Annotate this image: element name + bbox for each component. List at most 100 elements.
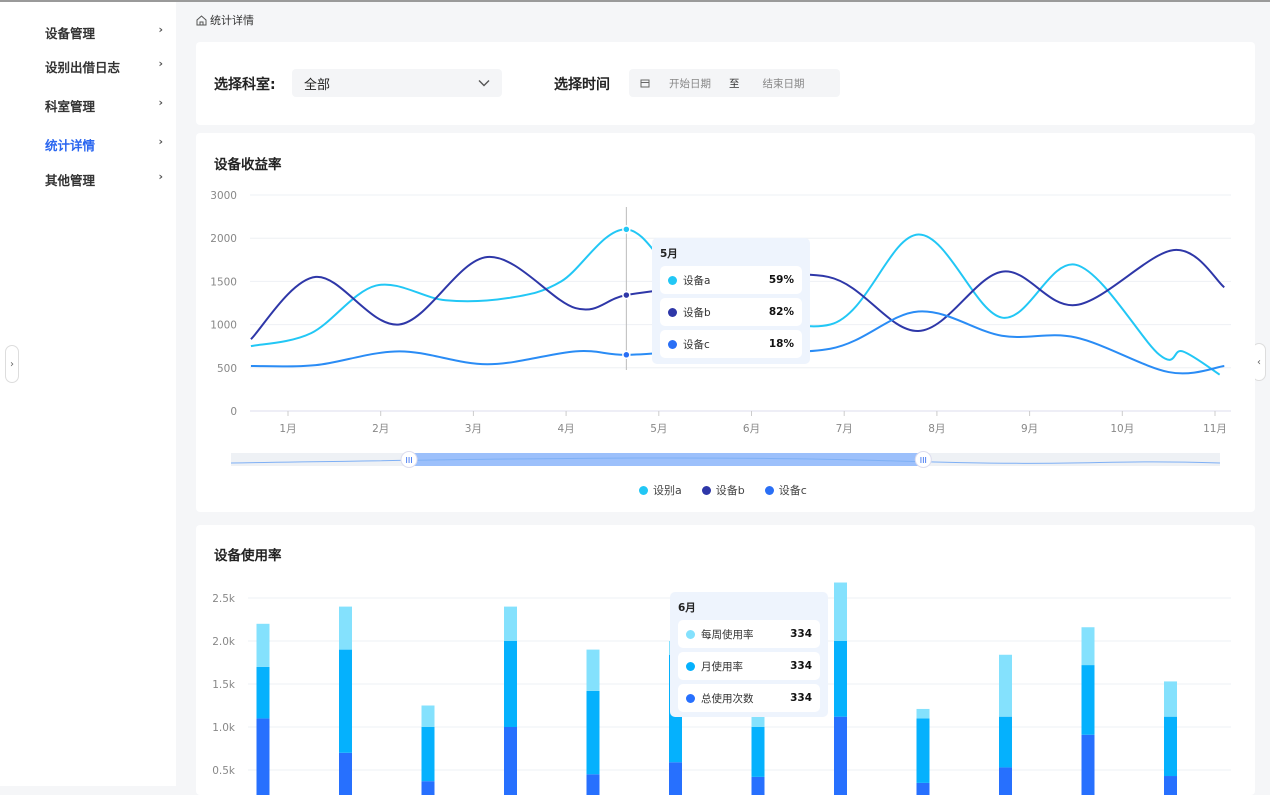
tooltip-row: 总使用次数 334 — [678, 684, 820, 712]
sidebar-expand-button[interactable]: › — [5, 345, 19, 383]
x-tick-label: 3月 — [465, 423, 482, 435]
x-tick-label: 5月 — [650, 423, 667, 435]
breadcrumb: 统计详情 — [196, 12, 254, 28]
y-tick-label: 3000 — [210, 190, 237, 202]
bar-segment — [339, 752, 352, 795]
chevron-down-icon — [478, 80, 490, 87]
bar-segment — [421, 705, 435, 727]
y-tick-label: 500 — [217, 363, 237, 375]
bar-segment — [586, 774, 600, 795]
start-date-input[interactable]: 开始日期 — [669, 77, 711, 90]
bar-segment — [339, 606, 352, 650]
tooltip-row-name: 每周使用率 — [701, 628, 754, 641]
tooltip-row: 设备c 18% — [660, 330, 802, 358]
y-tick-label: 0 — [230, 406, 237, 418]
bar-segment — [339, 649, 352, 753]
legend-item-b[interactable]: 设备b — [701, 482, 745, 498]
datazoom-handle-knob — [914, 451, 932, 468]
legend-label: 设别a — [653, 484, 682, 497]
department-select-value: 全部 — [304, 77, 331, 93]
hover-point — [622, 225, 631, 234]
chart-legend: 设别a 设备b 设备c — [639, 482, 807, 498]
filter-panel: 选择科室: 全部 选择时间 开始日期 至 结束日期 — [196, 42, 1255, 125]
usage-chart-title: 设备使用率 — [214, 548, 282, 564]
sidebar-item-other-management[interactable]: 其他管理 › — [45, 170, 163, 189]
sidebar: 设备管理 › 设别出借日志 › 科室管理 › 统计详情 › 其他管理 › — [0, 2, 176, 786]
series-dot — [668, 307, 677, 317]
tooltip-row-value: 334 — [790, 692, 812, 704]
series-dot — [686, 693, 695, 703]
bar-segment — [256, 666, 270, 719]
bar-segment — [504, 606, 517, 641]
revenue-chart-title: 设备收益率 — [214, 157, 282, 173]
hover-point — [622, 350, 631, 360]
y-tick-label: 2.0k — [212, 636, 236, 648]
right-panel-toggle-button[interactable]: ‹ — [1252, 343, 1266, 381]
tooltip-row-name: 设备b — [683, 306, 711, 319]
tooltip-row-value: 334 — [790, 628, 812, 640]
grip-icon: III — [920, 456, 927, 465]
sidebar-item-label: 科室管理 — [45, 99, 96, 114]
bar-segment — [1164, 681, 1177, 717]
revenue-chart-card: 设备收益率 0 500 1000 1500 2000 3000 1月 2月 3月 4月 5月 6月 7月… — [196, 133, 1255, 512]
bar-segment — [504, 641, 517, 727]
bar-segment — [834, 582, 847, 641]
bar-segment — [421, 781, 435, 795]
date-range-picker[interactable]: 开始日期 至 结束日期 — [629, 69, 840, 97]
x-tick-label: 1月 — [279, 423, 296, 435]
department-label: 选择科室: — [214, 77, 276, 93]
sidebar-item-department-management[interactable]: 科室管理 › — [45, 96, 163, 115]
bar-segment — [1081, 627, 1095, 666]
hover-point — [622, 290, 631, 300]
datazoom-selected-range — [409, 453, 924, 466]
tooltip-row-value: 59% — [768, 274, 794, 286]
bar-segment — [586, 690, 600, 775]
legend-item-c[interactable]: 设备c — [764, 482, 807, 498]
y-tick-label: 1.0k — [212, 722, 236, 734]
datazoom-handle[interactable]: III — [400, 451, 418, 468]
bar-segment — [916, 708, 930, 719]
tooltip-row: 设备b 82% — [660, 298, 802, 326]
sidebar-item-statistics[interactable]: 统计详情 › — [45, 135, 163, 154]
x-tick-label: 8月 — [928, 423, 945, 435]
bar-segment — [916, 782, 930, 795]
tooltip-row: 每周使用率 334 — [678, 620, 820, 648]
grip-icon: III — [405, 456, 412, 465]
x-tick-label: 6月 — [743, 423, 760, 435]
legend-label: 设备c — [778, 484, 807, 497]
legend-label: 设备b — [715, 484, 745, 497]
home-icon — [196, 14, 207, 25]
series-dot — [686, 661, 695, 671]
bar-segment — [1081, 665, 1095, 735]
sidebar-item-label: 设备管理 — [45, 26, 96, 41]
x-tick-label: 9月 — [1021, 423, 1038, 435]
chevron-right-icon: › — [158, 96, 163, 109]
tooltip-row-value: 18% — [768, 338, 794, 350]
tooltip-row-name: 设备c — [683, 338, 710, 351]
bar-segment — [999, 767, 1012, 795]
end-date-input[interactable]: 结束日期 — [762, 77, 805, 90]
breadcrumb-current[interactable]: 统计详情 — [210, 14, 254, 27]
bar-segment — [999, 654, 1012, 717]
bar-segment — [1081, 734, 1095, 795]
y-tick-label: 1.5k — [212, 679, 236, 691]
time-label: 选择时间 — [554, 77, 610, 93]
tooltip-row-name: 设备a — [683, 274, 711, 287]
x-tick-label: 10月 — [1110, 423, 1134, 435]
chevron-left-icon: ‹ — [1257, 356, 1261, 368]
window-top-border — [0, 0, 1270, 2]
datazoom-handle[interactable]: III — [914, 451, 932, 468]
bar-segment — [916, 718, 930, 783]
tooltip-row: 月使用率 334 — [678, 652, 820, 680]
department-select[interactable]: 全部 — [292, 69, 502, 97]
sidebar-item-label: 其他管理 — [45, 173, 96, 188]
legend-dot — [639, 485, 648, 495]
tooltip-row-name: 月使用率 — [701, 660, 743, 673]
sidebar-item-lending-log[interactable]: 设别出借日志 › — [45, 57, 163, 76]
sidebar-item-label: 设别出借日志 — [45, 60, 121, 75]
sidebar-item-device-management[interactable]: 设备管理 › — [45, 23, 163, 42]
legend-item-a[interactable]: 设别a — [639, 482, 682, 498]
y-tick-label: 2000 — [210, 233, 237, 245]
tooltip-row-name: 总使用次数 — [701, 692, 754, 705]
legend-dot — [701, 485, 711, 495]
